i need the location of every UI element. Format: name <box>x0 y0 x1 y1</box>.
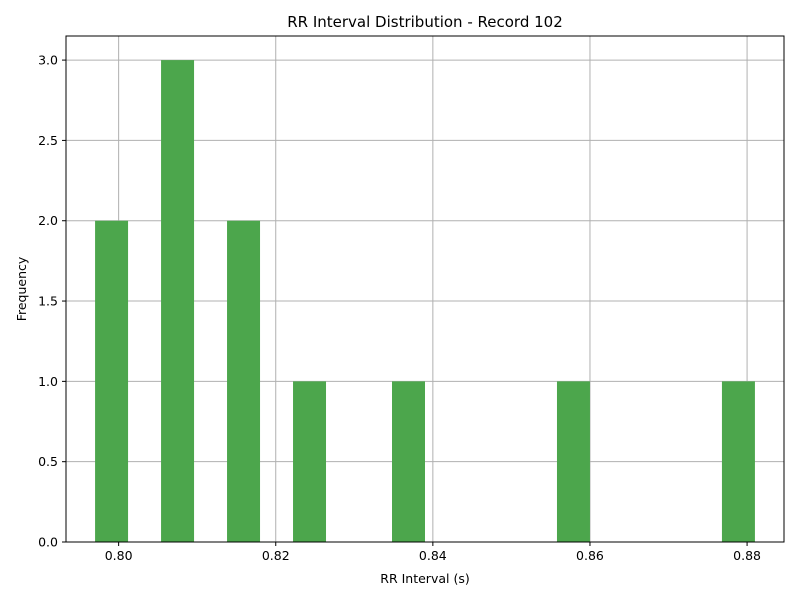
histogram-bar <box>556 381 590 542</box>
x-axis-label: RR Interval (s) <box>380 571 469 586</box>
y-axis-ticks: 0.0 0.5 1.0 1.5 2.0 2.5 3.0 <box>38 53 66 550</box>
bars <box>95 60 755 542</box>
histogram-bar <box>227 220 261 542</box>
histogram-bar <box>293 381 327 542</box>
histogram-bar <box>721 381 755 542</box>
y-tick-label: 3.0 <box>38 53 58 68</box>
histogram-bar <box>161 60 195 542</box>
y-axis-label: Frequency <box>14 256 29 321</box>
x-tick-label: 0.84 <box>419 548 447 563</box>
y-tick-label: 2.0 <box>38 213 58 228</box>
x-tick-label: 0.88 <box>733 548 761 563</box>
y-tick-label: 2.5 <box>38 133 58 148</box>
y-tick-label: 1.0 <box>38 374 58 389</box>
x-tick-label: 0.86 <box>576 548 604 563</box>
x-tick-label: 0.82 <box>262 548 290 563</box>
y-tick-label: 0.5 <box>38 454 58 469</box>
y-tick-label: 1.5 <box>38 294 58 309</box>
x-axis-ticks: 0.80 0.82 0.84 0.86 0.88 <box>105 542 761 563</box>
histogram-bar <box>392 381 425 542</box>
x-tick-label: 0.80 <box>105 548 133 563</box>
histogram-bar <box>95 220 129 542</box>
chart-title: RR Interval Distribution - Record 102 <box>287 13 563 31</box>
plot-area <box>65 35 785 543</box>
y-tick-label: 0.0 <box>38 535 58 550</box>
axes-frame <box>65 35 785 543</box>
